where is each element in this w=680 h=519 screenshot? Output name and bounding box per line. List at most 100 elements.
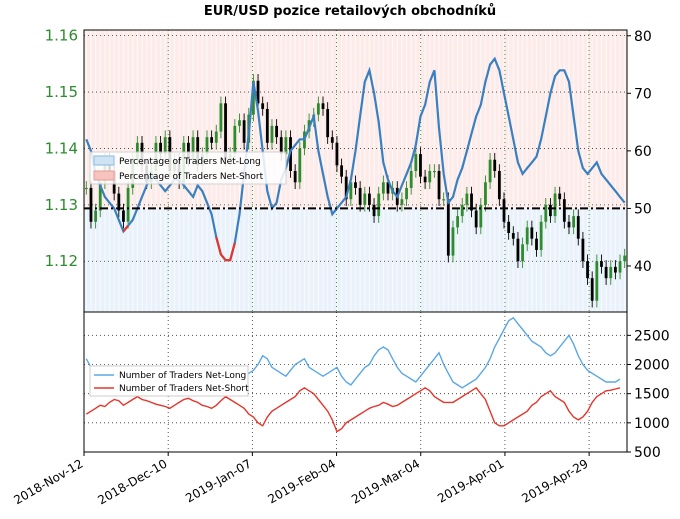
y-right-tick-label: 50 [634, 201, 652, 217]
y-left-tick-label: 1.14 [45, 139, 78, 157]
chart-title: EUR/USD pozice retailových obchodníků [204, 4, 496, 19]
candle-body [586, 261, 589, 279]
candle-body [242, 120, 246, 143]
net-short-count-line [85, 386, 621, 433]
candle-body [89, 187, 93, 222]
candle-body [363, 193, 367, 205]
candle-body [502, 199, 506, 222]
lower-legend: Number of Traders Net-Long Number of Trad… [89, 365, 249, 397]
candle-body [609, 266, 613, 279]
candle-body [604, 266, 608, 279]
x-tick-label: 2018-Nov-12 [11, 456, 85, 507]
candle-body [405, 187, 408, 200]
candle-body [293, 171, 297, 183]
candle-body [261, 103, 265, 109]
legend-label-pct-short: Percentage of Traders Net-Short [119, 172, 264, 182]
candle-body [474, 210, 478, 228]
candle-body [117, 193, 121, 211]
candle-body [497, 171, 501, 200]
y-right-tick-label: 70 [634, 86, 652, 102]
candle-body [484, 182, 487, 205]
candle-body [623, 255, 627, 262]
candle-body [553, 193, 557, 217]
candle-body [442, 199, 446, 201]
candle-body [576, 216, 580, 239]
candle-body [590, 278, 594, 301]
x-tick-label: 2019-Apr-01 [435, 456, 506, 505]
candle-body [135, 142, 139, 160]
candle-body [238, 120, 241, 126]
candle-body [354, 182, 357, 188]
y-lower-tick-label: 1500 [634, 387, 670, 403]
candle-body [400, 199, 404, 205]
candle-body [163, 137, 167, 155]
candle-body [316, 103, 320, 115]
candle-body [335, 142, 339, 166]
candle-body [428, 171, 432, 183]
pct-net-short-line [122, 225, 236, 262]
legend-swatch-long [93, 155, 115, 166]
candle-body [549, 204, 552, 217]
candle-body [84, 187, 88, 190]
y-lower-tick-label: 500 [634, 445, 661, 461]
candle-body [210, 137, 214, 143]
candle-body [372, 204, 376, 217]
y-right-tick-label: 40 [634, 259, 652, 275]
candle-body [279, 137, 283, 155]
legend-label-pct-long: Percentage of Traders Net-Long [119, 157, 261, 167]
y-lower-tick-label: 1000 [634, 416, 670, 432]
candle-body [419, 154, 422, 177]
candle-body [98, 182, 102, 211]
y-lower-tick-label: 2000 [634, 358, 670, 374]
candle-body [562, 199, 566, 222]
candle-body [423, 176, 427, 183]
candle-body [581, 238, 585, 262]
candle-body [187, 142, 190, 160]
upper-legend: Percentage of Traders Net-Long Percentage… [89, 151, 287, 185]
candle-body [456, 216, 460, 228]
candle-body [567, 221, 571, 228]
upper-panel: 1.16 1.15 1.14 1.13 1.12 80 70 60 50 40 Percentage… [45, 27, 652, 313]
candle-body [284, 137, 288, 155]
candle-body [465, 193, 469, 205]
candle-body [507, 221, 511, 234]
candle-body [340, 165, 343, 177]
y-right-tick-label: 80 [634, 29, 652, 45]
candle-body [321, 103, 325, 109]
y-left-tick-label: 1.13 [45, 196, 78, 214]
legend-swatch-short [93, 170, 115, 181]
candle-body [94, 210, 98, 222]
candle-body [349, 182, 353, 200]
candle-body [326, 108, 330, 138]
candle-body [516, 238, 520, 262]
candle-body [191, 137, 195, 160]
y-right-tick-label: 60 [634, 144, 652, 160]
candle-body [122, 210, 125, 222]
candle-body [595, 261, 599, 301]
candle-body [539, 221, 543, 250]
candle-body [205, 137, 209, 155]
candle-body [409, 171, 413, 188]
candle-body [479, 204, 483, 228]
lower-frame [83, 311, 628, 453]
candle-body [159, 142, 162, 155]
candle-body [377, 193, 381, 217]
lower-panel: 2500 2000 1500 1000 500 Number of Traders Net… [11, 311, 670, 507]
legend-label-count-long: Number of Traders Net-Long [119, 371, 246, 381]
x-tick-label: 2019-Apr-29 [519, 456, 590, 505]
candle-body [525, 227, 529, 245]
candle-body [432, 171, 436, 173]
y-left-tick-label: 1.12 [45, 252, 78, 270]
x-tick-label: 2019-Mar-04 [349, 456, 422, 506]
candle-body [493, 159, 497, 171]
candle-body [544, 204, 548, 222]
candle-body [521, 244, 524, 262]
candle-body [344, 176, 348, 200]
candle-body [298, 148, 302, 183]
candle-body [535, 238, 538, 250]
candle-body [368, 193, 371, 205]
candle-body [386, 182, 390, 194]
candle-body [600, 261, 603, 267]
